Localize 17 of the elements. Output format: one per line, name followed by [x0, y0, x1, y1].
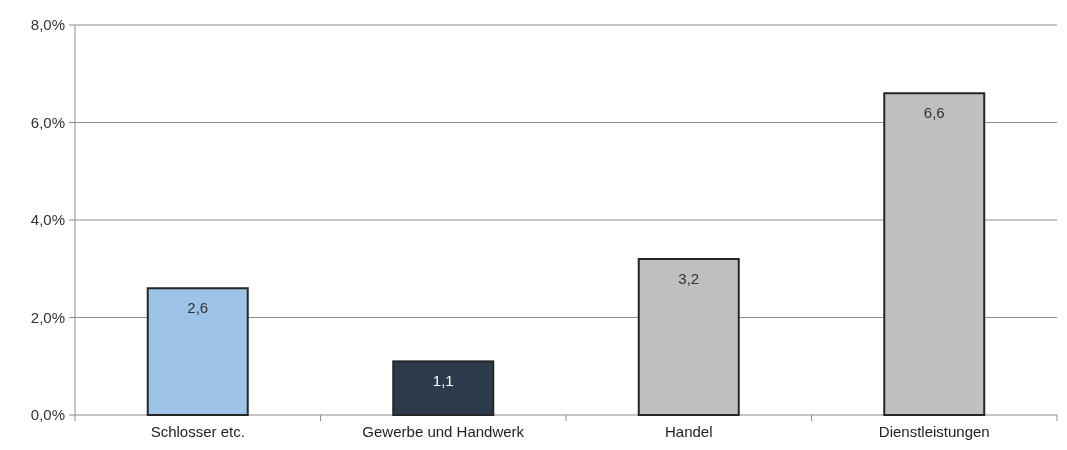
y-tick-label: 4,0% — [30, 211, 65, 229]
data-label: 3,2 — [678, 270, 700, 287]
data-label: 6,6 — [923, 104, 945, 122]
bar — [392, 360, 495, 416]
x-tick-label: Schlosser etc. — [150, 423, 245, 440]
data-label: 2,6 — [187, 299, 209, 317]
x-tick-label: Gewerbe und Handwerk — [362, 423, 525, 440]
data-label: 1,1 — [432, 372, 454, 390]
bar — [637, 258, 740, 416]
y-tick-label: 8,0% — [30, 16, 65, 34]
y-tick-label: 6,0% — [30, 113, 65, 131]
y-tick-label: 2,0% — [30, 308, 65, 326]
y-tick-label: 0,0% — [30, 406, 65, 424]
x-tick-label: Handel — [664, 423, 713, 440]
bar — [883, 92, 986, 416]
bar — [146, 287, 249, 416]
x-tick-label: Dienstleistungen — [878, 423, 990, 440]
